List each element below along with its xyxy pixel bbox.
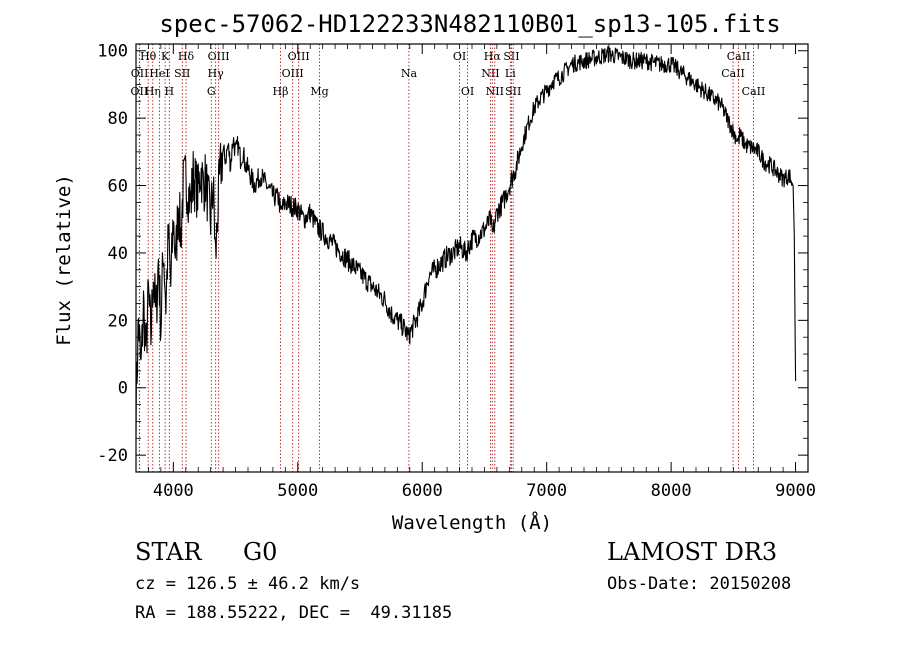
object-subclass: G0: [243, 538, 278, 566]
line-marker-label: SII: [505, 85, 521, 98]
line-marker-label: NII: [481, 67, 499, 80]
y-tick-label: 100: [97, 42, 128, 62]
line-marker-label: Na: [401, 67, 418, 80]
chart-title: spec-57062-HD122233N482110B01_sp13-105.f…: [159, 10, 780, 38]
redshift-velocity: cz = 126.5 ± 46.2 km/s: [135, 574, 361, 594]
x-tick-label: 8000: [651, 481, 692, 501]
line-marker-label: NII: [486, 85, 504, 98]
line-marker-label: OI: [453, 50, 466, 63]
x-axis-label: Wavelength (Å): [392, 511, 552, 534]
line-marker-label: OII: [131, 85, 149, 98]
x-tick-label: 5000: [277, 481, 318, 501]
spectral-line-markers: OII OII Hθ Hη HeI K H SII Hδ OIII Hγ G Hβ OIII OIII Mg N…: [131, 44, 766, 472]
axes: 4000 5000 6000 7000 8000 9000 -20 0 20 40 60 80 100: [97, 42, 816, 501]
y-tick-label: 80: [108, 109, 128, 129]
line-marker-label: K: [161, 50, 170, 63]
line-marker-label: CaII: [727, 50, 751, 63]
plot-frame: [135, 43, 809, 473]
y-tick-label: -20: [97, 446, 128, 466]
line-marker-label: H: [165, 85, 175, 98]
flux-line: [135, 45, 797, 435]
survey-name: LAMOST DR3: [607, 538, 778, 566]
x-tick-label: 6000: [402, 481, 443, 501]
y-axis-label: Flux (relative): [53, 174, 75, 346]
object-class: STAR: [135, 538, 202, 566]
line-marker-label: CaII: [742, 85, 766, 98]
sky-coordinates: RA = 188.55222, DEC = 49.31185: [135, 603, 453, 623]
line-marker-label: Hδ: [178, 50, 195, 63]
y-tick-label: 60: [108, 177, 128, 197]
line-marker-label: G: [207, 85, 216, 98]
line-marker-label: HeI: [149, 67, 169, 80]
x-tick-label: 4000: [153, 481, 194, 501]
line-marker-label: SII: [503, 50, 519, 63]
line-marker-label: OII: [131, 67, 149, 80]
flux-series: [135, 45, 797, 435]
line-marker-label: Mg: [310, 85, 328, 98]
line-marker-label: Hη: [145, 85, 161, 98]
line-marker-label: Hα: [484, 50, 502, 63]
line-marker-label: OIII: [282, 67, 304, 80]
x-tick-label: 9000: [775, 481, 816, 501]
line-marker-label: Hγ: [208, 67, 225, 80]
observation-date: Obs-Date: 20150208: [607, 574, 792, 594]
line-marker-label: Hθ: [140, 50, 157, 63]
line-marker-label: OI: [461, 85, 474, 98]
x-tick-label: 7000: [526, 481, 567, 501]
line-marker-label: CaII: [721, 67, 745, 80]
y-tick-label: 40: [108, 244, 128, 264]
line-marker-label: Li: [505, 67, 516, 80]
line-marker-label: SII: [174, 67, 190, 80]
line-marker-label: Hβ: [273, 85, 289, 98]
y-tick-label: 20: [108, 311, 128, 331]
y-tick-label: 0: [118, 379, 128, 399]
line-marker-label: OIII: [208, 50, 230, 63]
line-marker-label: OIII: [288, 50, 310, 63]
